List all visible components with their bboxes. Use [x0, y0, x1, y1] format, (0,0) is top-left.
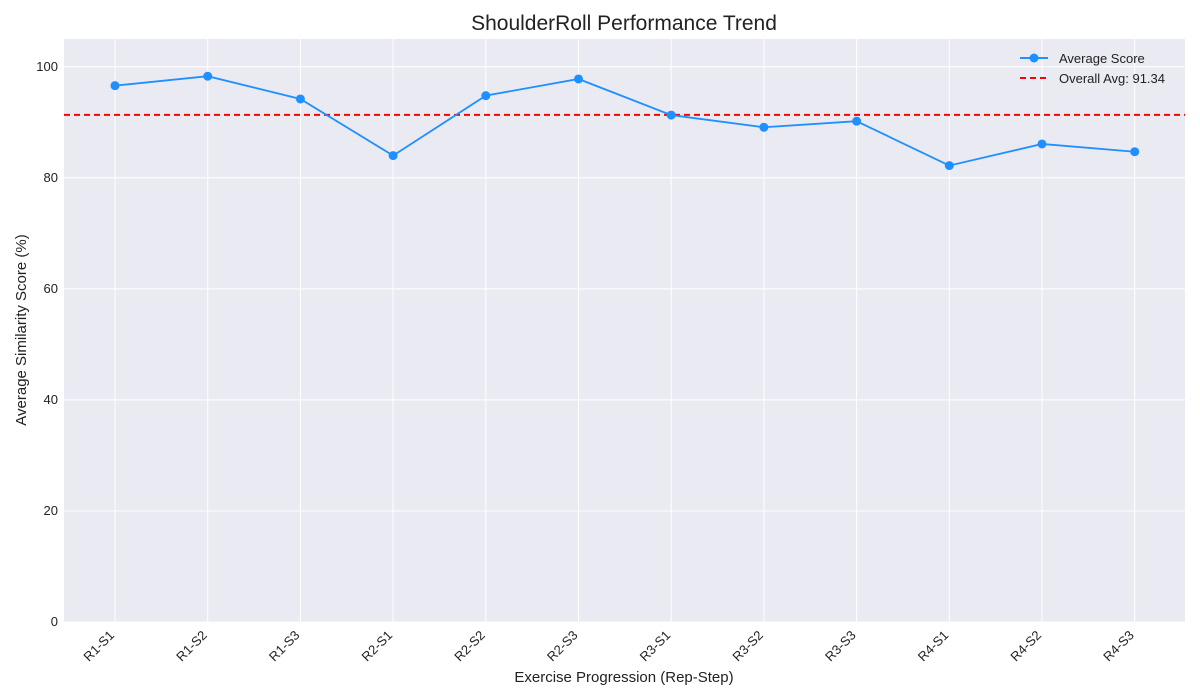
series-line [114, 75, 1135, 167]
x-axis-label: Exercise Progression (Rep-Step) [514, 669, 733, 686]
data-point [944, 161, 954, 171]
legend: Average Score Overall Avg: 91.34 [1020, 51, 1165, 86]
x-tick-label: R1-S1 [80, 628, 117, 665]
data-point [203, 71, 213, 81]
series-group [110, 71, 1140, 171]
x-tick-labels: R1-S1 R1-S2 R1-S3 R2-S1 R2-S2 R2-S3 R3-S1 R3-S2… [80, 628, 1136, 665]
data-point [110, 81, 120, 91]
x-tick-label: R3-S3 [822, 628, 859, 665]
legend-series-label: Average Score [1059, 51, 1145, 66]
y-tick-label: 20 [44, 503, 58, 518]
legend-series-marker [1029, 53, 1039, 63]
x-tick-label: R4-S3 [1100, 628, 1137, 665]
x-tick-label: R1-S2 [173, 628, 210, 665]
x-tick-label: R4-S2 [1007, 628, 1044, 665]
y-tick-label: 100 [36, 59, 58, 74]
data-point [1130, 147, 1140, 157]
plot-area [64, 39, 1185, 622]
data-point [574, 74, 583, 84]
chart-title: ShoulderRoll Performance Trend [471, 12, 777, 35]
data-point [388, 151, 398, 161]
grid-lines [64, 39, 1185, 623]
x-tick-label: R3-S2 [729, 628, 766, 665]
y-tick-label: 80 [44, 170, 58, 185]
x-tick-label: R3-S1 [637, 628, 674, 665]
data-point [295, 94, 305, 104]
x-tick-label: R4-S1 [915, 628, 952, 665]
y-tick-label: 40 [44, 392, 58, 407]
y-tick-label: 0 [51, 614, 58, 629]
data-point [852, 116, 862, 126]
data-point [759, 122, 769, 132]
data-point [666, 110, 676, 120]
y-axis-label: Average Similarity Score (%) [13, 234, 30, 425]
legend-reference-label: Overall Avg: 91.34 [1059, 71, 1165, 86]
data-point [1037, 139, 1047, 149]
y-tick-labels: 0 20 40 60 80 100 [36, 59, 58, 629]
y-tick-label: 60 [44, 281, 58, 296]
data-point [481, 91, 491, 101]
x-tick-label: R2-S2 [451, 628, 488, 665]
x-tick-label: R2-S1 [359, 628, 396, 665]
x-tick-label: R2-S3 [544, 628, 581, 665]
x-tick-label: R1-S3 [266, 628, 303, 665]
